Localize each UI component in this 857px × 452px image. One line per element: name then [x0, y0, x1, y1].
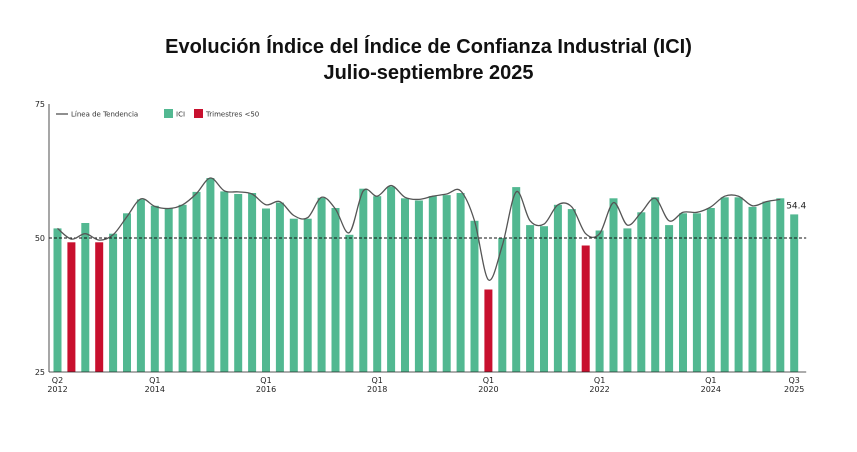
bar-ici	[317, 197, 326, 372]
bar-ici	[262, 208, 270, 372]
bar-ici	[206, 178, 215, 372]
y-tick-label-50: 50	[35, 234, 45, 243]
bar-ici	[526, 225, 535, 372]
bar-ici	[275, 202, 284, 372]
bar-ici	[359, 188, 368, 372]
bar-ici	[178, 204, 187, 372]
bar-ici	[220, 191, 229, 372]
bar-ici	[164, 208, 173, 372]
bar-ici	[456, 193, 465, 372]
bar-ici	[150, 205, 159, 372]
bar-ici	[428, 196, 437, 372]
legend-ici-label: ICI	[176, 111, 185, 119]
x-tick-quarter: Q1	[372, 376, 383, 385]
x-tick-year: 2016	[256, 385, 276, 394]
bar-ici	[595, 230, 604, 372]
bar-ici	[734, 197, 743, 372]
x-tick-quarter: Q1	[260, 376, 271, 385]
x-tick-labels: Q22012Q12014Q12016Q12018Q12020Q12022Q120…	[47, 376, 804, 394]
bar-ici	[567, 209, 576, 372]
bar-ici	[136, 199, 145, 372]
bar-ici	[512, 187, 521, 372]
bar-ici	[387, 186, 396, 372]
bar-ici	[345, 234, 354, 372]
bar-ici	[679, 213, 687, 372]
bar-ici	[401, 198, 409, 372]
bar-ici	[637, 212, 646, 372]
bar-ici	[53, 228, 62, 372]
x-tick-quarter: Q1	[705, 376, 716, 385]
chart-subtitle: Julio-septiembre 2025	[323, 62, 534, 84]
x-tick-year: 2024	[701, 385, 721, 394]
bar-ici	[651, 197, 660, 372]
bar-ici	[665, 225, 674, 372]
x-tick-year: 2012	[47, 385, 67, 394]
bar-ici	[790, 214, 799, 372]
bar-ici	[234, 194, 243, 372]
bar-ici	[248, 193, 257, 372]
bar-ici	[109, 233, 118, 372]
bar-ici	[331, 208, 340, 372]
chart-title-line1: Evolución Índice del Índice de Confianza…	[165, 36, 692, 58]
legend-below50-swatch	[194, 109, 203, 118]
bar-below-50	[484, 289, 493, 372]
bar-ici	[609, 198, 618, 372]
x-tick-quarter: Q1	[594, 376, 605, 385]
chart-title: Evolución Índice del Índice de Confianza…	[0, 34, 857, 86]
bar-ici	[623, 228, 632, 372]
y-tick-label-75: 75	[35, 100, 45, 109]
last-value-label: 54.4	[786, 201, 806, 211]
bar-ici	[720, 197, 729, 372]
axes-group: 75 50 25	[35, 100, 807, 377]
bar-ici	[776, 198, 785, 372]
legend-trend-label: Línea de Tendencia	[71, 111, 138, 119]
bar-ici	[762, 201, 771, 372]
bar-below-50	[581, 245, 590, 372]
trend-line	[57, 177, 781, 281]
bar-ici	[192, 191, 201, 372]
bar-ici	[706, 208, 715, 372]
bar-ici	[553, 204, 562, 372]
x-tick-year: 2014	[145, 385, 165, 394]
x-tick-quarter: Q3	[789, 376, 800, 385]
x-tick-quarter: Q1	[483, 376, 494, 385]
bar-ici	[81, 223, 90, 372]
bar-ici	[303, 218, 312, 372]
x-tick-year: 2020	[478, 385, 498, 394]
bars-group	[53, 178, 799, 372]
bar-below-50	[95, 242, 104, 372]
legend: Línea de Tendencia ICI Trimestres <50	[56, 109, 259, 119]
bar-ici	[540, 226, 548, 372]
bar-ici	[748, 206, 757, 372]
bar-ici	[123, 213, 131, 372]
bar-ici	[442, 195, 451, 372]
x-tick-quarter: Q2	[52, 376, 63, 385]
bar-ici	[470, 220, 479, 372]
bar-ici	[414, 200, 423, 372]
bar-below-50	[67, 242, 76, 372]
legend-below50-label: Trimestres <50	[205, 111, 259, 119]
bar-ici	[373, 196, 382, 372]
bar-ici	[498, 238, 507, 372]
x-tick-year: 2025	[784, 385, 804, 394]
x-tick-quarter: Q1	[149, 376, 160, 385]
x-tick-year: 2022	[589, 385, 609, 394]
x-tick-year: 2018	[367, 385, 387, 394]
bar-ici	[289, 218, 298, 372]
legend-ici-swatch	[164, 109, 173, 118]
y-tick-label-25: 25	[35, 368, 45, 377]
bar-ici	[692, 213, 701, 372]
